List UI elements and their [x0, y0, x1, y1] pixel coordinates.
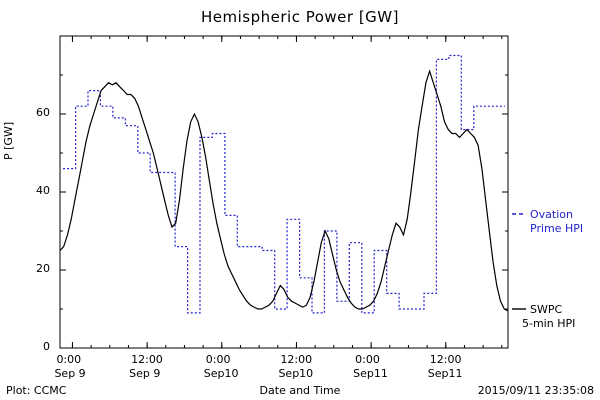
- x-tick-label-date: Sep11: [427, 367, 463, 380]
- y-tick-label: 60: [36, 106, 50, 119]
- footer-plot-credit: Plot: CCMC: [6, 384, 67, 397]
- x-tick-label-time: 0:00: [56, 353, 82, 366]
- x-tick-label-time: 12:00: [429, 353, 462, 366]
- y-axis-label: P [GW]: [2, 121, 15, 160]
- legend-ovation-line1: Ovation: [530, 208, 573, 221]
- plot-frame: [59, 35, 509, 349]
- series-ovation-prime-hpi: [63, 54, 505, 314]
- x-tick-label-date: Sep10: [203, 367, 239, 380]
- x-tick-label-time: 12:00: [280, 353, 313, 366]
- chart-title: Hemispheric Power [GW]: [201, 8, 399, 26]
- x-tick-label-time: 0:00: [205, 353, 231, 366]
- legend-swpc-line2: 5-min HPI: [522, 317, 576, 330]
- series-swpc-5min-hpi: [59, 69, 509, 312]
- x-tick-label-date: Sep 9: [129, 367, 161, 380]
- x-tick-label-date: Sep 9: [54, 367, 86, 380]
- x-tick-label-date: Sep10: [278, 367, 314, 380]
- legend-ovation-line2: Prime HPI: [530, 222, 584, 235]
- y-tick-label: 40: [36, 184, 50, 197]
- y-tick-label: 20: [36, 262, 50, 275]
- x-axis-label: Date and Time: [259, 384, 341, 397]
- legend-swpc-line1: SWPC: [530, 303, 563, 316]
- y-tick-label: 0: [43, 340, 50, 353]
- x-tick-label-time: 12:00: [131, 353, 163, 366]
- x-tick-label-time: 0:00: [355, 353, 380, 366]
- x-tick-label-date: Sep11: [353, 367, 388, 380]
- footer-timestamp: 2015/09/11 23:35:08: [477, 384, 594, 397]
